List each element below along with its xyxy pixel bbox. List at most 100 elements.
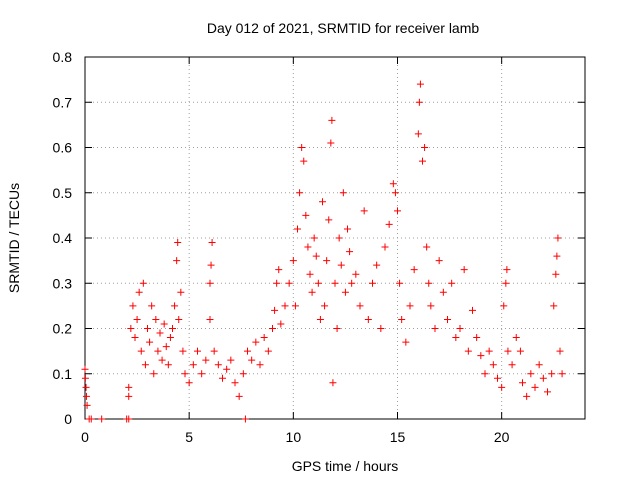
data-point xyxy=(494,374,501,382)
data-point xyxy=(481,370,489,378)
data-point xyxy=(181,370,189,378)
data-point xyxy=(291,302,299,310)
y-tick-label: 0.1 xyxy=(53,366,73,382)
data-point xyxy=(321,302,329,310)
y-axis-label: SRMTID / TECUs xyxy=(6,183,22,293)
data-point xyxy=(535,361,543,369)
data-point xyxy=(323,257,331,265)
data-point xyxy=(319,198,326,206)
data-point xyxy=(391,189,399,197)
data-point xyxy=(328,116,336,124)
data-point xyxy=(148,302,156,310)
data-point xyxy=(452,334,460,342)
data-point xyxy=(539,374,547,382)
data-point xyxy=(174,239,182,247)
data-point xyxy=(552,270,560,278)
data-point xyxy=(214,361,222,369)
data-point xyxy=(431,325,439,332)
data-point xyxy=(421,144,429,151)
data-point xyxy=(558,370,566,378)
data-point xyxy=(139,279,147,287)
data-point xyxy=(275,266,283,274)
data-point xyxy=(231,379,239,387)
data-point xyxy=(146,338,154,346)
data-point xyxy=(166,334,174,342)
data-point xyxy=(175,315,183,323)
data-point xyxy=(360,207,368,215)
data-point xyxy=(83,401,91,409)
data-point xyxy=(227,356,235,364)
data-point xyxy=(402,338,410,346)
data-point xyxy=(127,325,135,332)
data-point xyxy=(425,279,433,287)
data-point xyxy=(406,302,414,310)
data-point xyxy=(219,374,226,382)
data-point xyxy=(331,279,339,287)
data-point xyxy=(302,211,310,219)
data-point xyxy=(469,306,476,314)
data-point xyxy=(398,315,406,323)
data-point xyxy=(87,415,95,423)
y-tick-label: 0.8 xyxy=(53,49,73,65)
data-point xyxy=(439,288,447,296)
data-point xyxy=(554,234,562,242)
data-point xyxy=(185,379,193,387)
data-point xyxy=(464,347,472,355)
data-point xyxy=(489,361,497,369)
data-point xyxy=(414,130,422,138)
data-point xyxy=(169,325,176,332)
data-point xyxy=(337,261,345,269)
data-point xyxy=(137,347,145,355)
data-point xyxy=(341,288,349,296)
data-point xyxy=(556,347,564,355)
data-point xyxy=(125,392,133,400)
x-tick-label: 15 xyxy=(390,429,406,445)
data-point xyxy=(339,189,347,197)
data-point xyxy=(125,415,133,423)
data-point xyxy=(133,315,141,323)
data-point xyxy=(435,257,443,265)
data-point xyxy=(356,302,364,310)
data-point xyxy=(256,361,264,369)
data-point xyxy=(485,347,493,355)
data-point xyxy=(271,306,279,314)
x-tick-label: 0 xyxy=(81,429,89,445)
data-point xyxy=(346,248,354,256)
data-point xyxy=(327,139,335,147)
data-point xyxy=(385,220,393,228)
data-point xyxy=(381,243,389,251)
data-point xyxy=(156,329,164,337)
data-point xyxy=(498,383,506,391)
chart-title: Day 012 of 2021, SRMTID for receiver lam… xyxy=(207,20,480,36)
data-point xyxy=(373,261,381,269)
data-point xyxy=(177,288,185,296)
data-point xyxy=(423,243,431,251)
data-point xyxy=(389,180,397,188)
y-tick-label: 0.7 xyxy=(53,94,73,110)
data-point xyxy=(179,347,187,355)
data-point xyxy=(260,334,268,342)
data-point xyxy=(396,279,404,287)
data-point xyxy=(202,356,210,364)
data-point xyxy=(312,252,320,260)
data-point xyxy=(294,225,301,233)
data-point xyxy=(277,320,285,328)
data-point xyxy=(544,388,551,396)
y-tick-label: 0.6 xyxy=(53,140,73,156)
axis-ticks: 0 0.1 0.2 0.3 0.4 0.5 0.6 0.7 0.8 0 5 10 15 20 xyxy=(53,49,585,445)
data-point xyxy=(125,383,133,391)
data-point xyxy=(98,415,106,423)
data-point xyxy=(252,338,260,346)
y-tick-label: 0.5 xyxy=(53,185,73,201)
data-point xyxy=(269,325,276,332)
data-point xyxy=(519,379,526,387)
data-point xyxy=(460,266,468,274)
data-point xyxy=(473,334,481,342)
data-point xyxy=(502,279,510,287)
data-point xyxy=(416,80,424,88)
y-tick-label: 0.4 xyxy=(53,230,73,246)
data-point xyxy=(248,356,256,364)
data-point xyxy=(448,279,456,287)
data-point xyxy=(296,189,304,197)
data-point xyxy=(316,315,324,323)
